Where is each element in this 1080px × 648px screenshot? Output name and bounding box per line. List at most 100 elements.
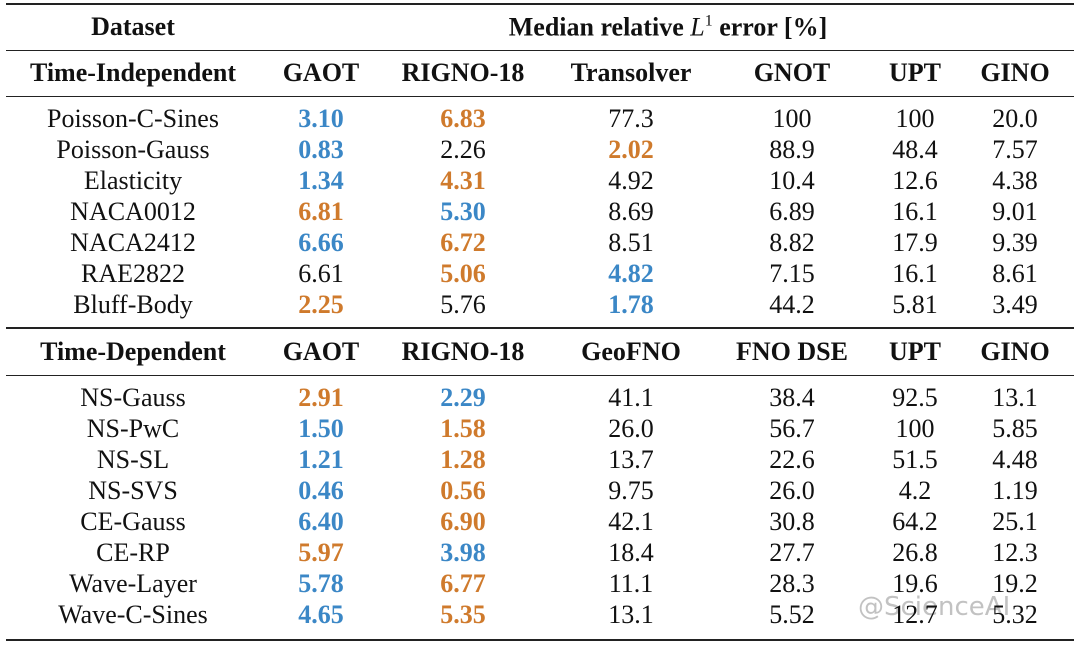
- cell: 13.1: [992, 383, 1038, 412]
- cell: 6.90: [440, 507, 486, 536]
- dataset-name: Elasticity: [83, 166, 183, 195]
- column-header: RIGNO-18: [401, 58, 525, 87]
- cell: 4.38: [992, 166, 1038, 195]
- cell: 3.49: [992, 290, 1038, 319]
- cell: 9.75: [608, 476, 654, 505]
- cell: 5.97: [298, 538, 344, 567]
- cell: 4.65: [298, 600, 344, 629]
- cell: 27.7: [769, 538, 815, 567]
- column-header: Transolver: [570, 58, 692, 87]
- cell: 13.7: [608, 445, 654, 474]
- cell: 16.1: [892, 259, 938, 288]
- dataset-name: NS-SL: [96, 445, 170, 474]
- cell: 2.91: [298, 383, 344, 412]
- cell: 4.92: [608, 166, 654, 195]
- cell: 16.1: [892, 197, 938, 226]
- cell: 18.4: [608, 538, 654, 567]
- cell: 77.3: [608, 104, 654, 133]
- header-sup: 1: [704, 12, 713, 30]
- cell: 56.7: [769, 414, 815, 443]
- cell: 5.32: [992, 600, 1038, 629]
- cell: 41.1: [608, 383, 654, 412]
- cell: 9.01: [992, 197, 1038, 226]
- cell: 42.1: [608, 507, 654, 536]
- dataset-name: CE-Gauss: [80, 507, 186, 536]
- dataset-name: Poisson-C-Sines: [47, 104, 219, 133]
- column-header: GAOT: [282, 58, 360, 87]
- cell: 1.28: [440, 445, 486, 474]
- column-header: RIGNO-18: [401, 337, 525, 366]
- cell: 6.77: [440, 569, 486, 598]
- dataset-name: NACA2412: [70, 228, 196, 257]
- dataset-name: Bluff-Body: [73, 290, 193, 319]
- cell: 0.46: [298, 476, 344, 505]
- cell: 3.10: [298, 104, 344, 133]
- cell: 17.9: [892, 228, 938, 257]
- cell: 1.78: [608, 290, 654, 319]
- column-header: UPT: [889, 58, 941, 87]
- column-header: GeoFNO: [581, 337, 681, 366]
- dataset-name: CE-RP: [96, 538, 170, 567]
- cell: 6.61: [298, 259, 344, 288]
- cell: 5.35: [440, 600, 486, 629]
- rule: [6, 375, 1074, 376]
- cell: 6.89: [769, 197, 815, 226]
- cell: 4.48: [992, 445, 1038, 474]
- cell: 2.29: [440, 383, 486, 412]
- cell: 26.0: [608, 414, 654, 443]
- section-rule: [6, 327, 1074, 329]
- cell: 5.30: [440, 197, 486, 226]
- cell: 5.52: [769, 600, 815, 629]
- column-header: GAOT: [282, 337, 360, 366]
- cell: 100: [772, 104, 812, 133]
- cell: 4.31: [440, 166, 486, 195]
- dataset-name: NACA0012: [70, 197, 196, 226]
- cell: 8.51: [608, 228, 654, 257]
- cell: 6.81: [298, 197, 344, 226]
- cell: 8.82: [769, 228, 815, 257]
- column-header: FNO DSE: [736, 337, 848, 366]
- dataset-name: NS-PwC: [86, 414, 180, 443]
- cell: 44.2: [769, 290, 815, 319]
- cell: 8.61: [992, 259, 1038, 288]
- cell: 4.2: [898, 476, 932, 505]
- cell: 6.72: [440, 228, 486, 257]
- bottom-rule: [6, 639, 1074, 641]
- header-text: Median relative: [508, 12, 684, 42]
- cell: 8.69: [608, 197, 654, 226]
- cell: 1.19: [992, 476, 1038, 505]
- dataset-name: Wave-Layer: [69, 569, 197, 598]
- cell: 13.1: [608, 600, 654, 629]
- cell: 5.76: [440, 290, 486, 319]
- cell: 1.58: [440, 414, 486, 443]
- cell: 7.57: [992, 135, 1038, 164]
- dataset-name: Poisson-Gauss: [56, 135, 210, 164]
- cell: 4.82: [608, 259, 654, 288]
- cell: 92.5: [892, 383, 938, 412]
- cell: 2.25: [298, 290, 344, 319]
- cell: 9.39: [992, 228, 1038, 257]
- cell: 10.4: [769, 166, 815, 195]
- rule: [6, 96, 1074, 97]
- cell: 6.83: [440, 104, 486, 133]
- cell: 20.0: [992, 104, 1038, 133]
- dataset-name: NS-SVS: [88, 476, 178, 505]
- cell: 19.6: [892, 569, 938, 598]
- cell: 0.56: [440, 476, 486, 505]
- cell: 51.5: [892, 445, 938, 474]
- cell: 1.50: [298, 414, 344, 443]
- cell: 2.02: [608, 135, 654, 164]
- error-header: Median relative L1 error [%]: [508, 12, 828, 42]
- cell: 5.78: [298, 569, 344, 598]
- cell: 88.9: [769, 135, 815, 164]
- cell: 5.85: [992, 414, 1038, 443]
- column-header: UPT: [889, 337, 941, 366]
- cell: 1.21: [298, 445, 344, 474]
- column-header: Time-Independent: [29, 58, 237, 87]
- column-header: GINO: [980, 58, 1050, 87]
- cell: 100: [895, 104, 935, 133]
- cell: 30.8: [769, 507, 815, 536]
- dataset-name: NS-Gauss: [80, 383, 186, 412]
- watermark: @ScienceAI: [858, 592, 1011, 622]
- cell: 28.3: [769, 569, 815, 598]
